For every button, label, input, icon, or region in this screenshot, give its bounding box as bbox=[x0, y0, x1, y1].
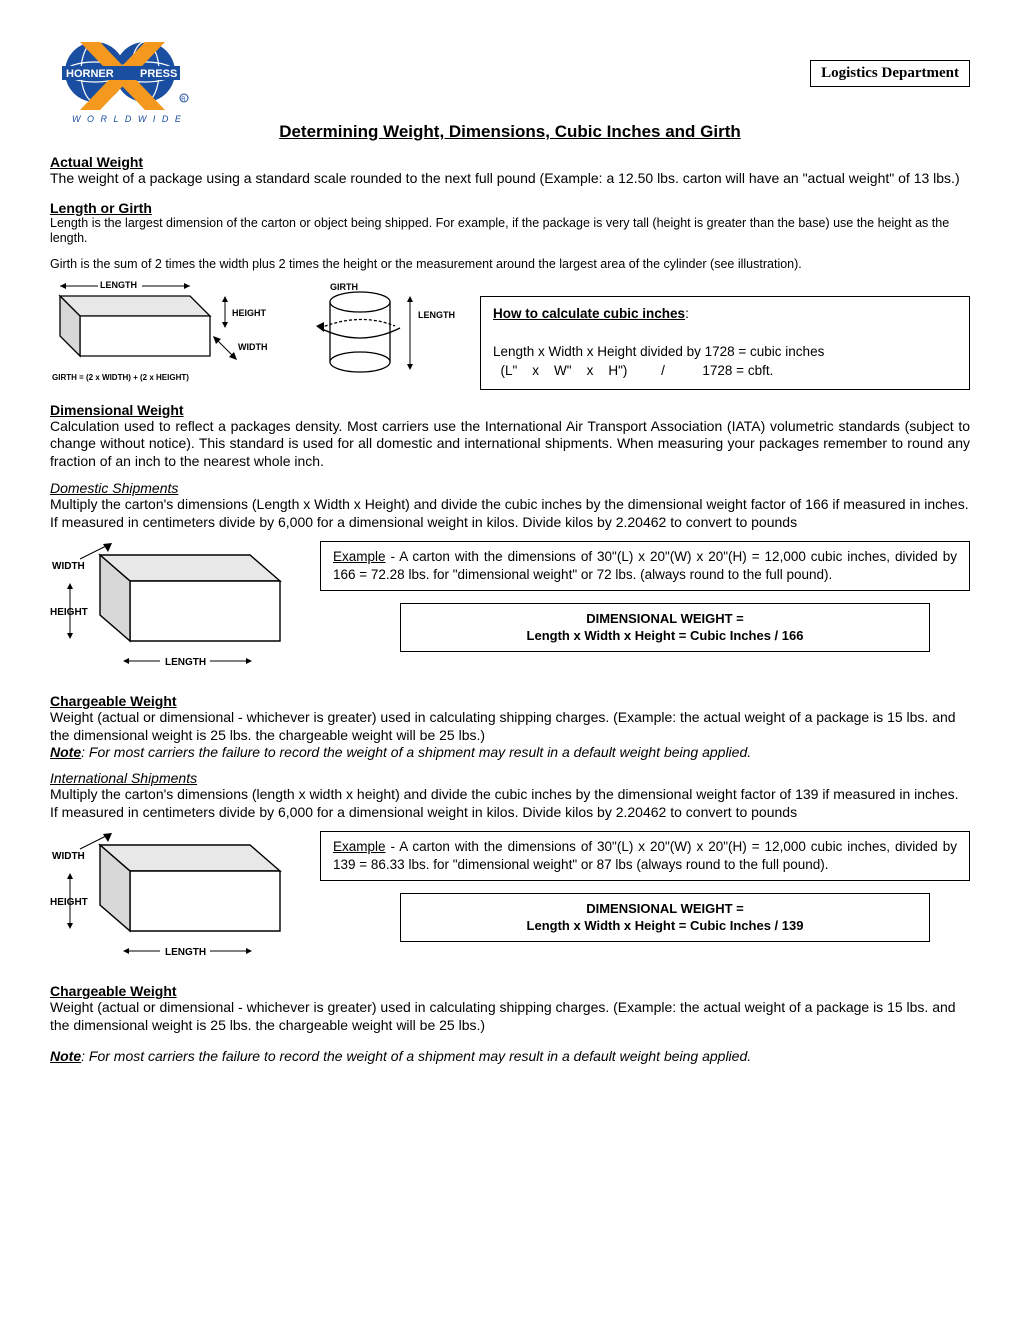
svg-text:LENGTH: LENGTH bbox=[100, 280, 137, 290]
note-2: Note: For most carriers the failure to r… bbox=[50, 1048, 970, 1064]
svg-text:WIDTH: WIDTH bbox=[52, 851, 85, 862]
text-actual-weight: The weight of a package using a standard… bbox=[50, 170, 970, 188]
cylinder-girth-diagram: GIRTH LENGTH bbox=[290, 278, 460, 388]
domestic-formula-l2: Length x Width x Height = Cubic Inches /… bbox=[527, 628, 804, 643]
text-length-girth-2: Girth is the sum of 2 times the width pl… bbox=[50, 257, 970, 273]
international-example-row: WIDTH HEIGHT LENGTH Example - A carton w… bbox=[50, 831, 970, 971]
text-international-2: If measured in centimeters divide by 6,0… bbox=[50, 804, 970, 822]
heading-chargeable-2: Chargeable Weight bbox=[50, 983, 970, 999]
svg-text:WIDTH: WIDTH bbox=[238, 342, 268, 352]
department-box: Logistics Department bbox=[810, 60, 970, 87]
svg-text:HEIGHT: HEIGHT bbox=[232, 308, 267, 318]
cubic-inches-line2: (L" x W" x H") / 1728 = cbft. bbox=[493, 363, 773, 378]
heading-actual-weight: Actual Weight bbox=[50, 154, 970, 170]
heading-length-girth: Length or Girth bbox=[50, 200, 970, 216]
international-example-text: - A carton with the dimensions of 30"(L)… bbox=[333, 839, 957, 872]
domestic-formula-box: DIMENSIONAL WEIGHT = Length x Width x He… bbox=[400, 603, 930, 652]
box-dim-diagram-1: WIDTH HEIGHT LENGTH bbox=[50, 541, 290, 681]
svg-text:LENGTH: LENGTH bbox=[165, 947, 206, 958]
domestic-formula-l1: DIMENSIONAL WEIGHT = bbox=[586, 611, 744, 626]
heading-domestic: Domestic Shipments bbox=[50, 480, 970, 496]
note-1: Note: For most carriers the failure to r… bbox=[50, 744, 970, 760]
svg-text:GIRTH: GIRTH bbox=[330, 282, 358, 292]
international-formula-l2: Length x Width x Height = Cubic Inches /… bbox=[527, 918, 804, 933]
text-international-1: Multiply the carton's dimensions (length… bbox=[50, 786, 970, 804]
header-row: HORNER PRESS R W O R L D W I D E Logisti… bbox=[50, 30, 970, 130]
heading-dim-weight: Dimensional Weight bbox=[50, 402, 970, 418]
domestic-example-box: Example - A carton with the dimensions o… bbox=[320, 541, 970, 590]
text-domestic-2: If measured in centimeters divide by 6,0… bbox=[50, 514, 970, 532]
domestic-example-row: WIDTH HEIGHT LENGTH Example - A carton w… bbox=[50, 541, 970, 681]
text-domestic-1: Multiply the carton's dimensions (Length… bbox=[50, 496, 970, 514]
heading-international: International Shipments bbox=[50, 770, 970, 786]
international-example-box: Example - A carton with the dimensions o… bbox=[320, 831, 970, 880]
text-chargeable-1: Weight (actual or dimensional - whicheve… bbox=[50, 709, 970, 744]
example-label-2: Example bbox=[333, 839, 386, 854]
domestic-example-text: - A carton with the dimensions of 30"(L)… bbox=[333, 549, 957, 582]
box-girth-diagram: LENGTH HEIGHT WIDTH GIRTH = (2 x WIDTH) … bbox=[50, 278, 270, 388]
international-formula-l1: DIMENSIONAL WEIGHT = bbox=[586, 901, 744, 916]
note-label-2: Note bbox=[50, 1048, 81, 1064]
svg-text:GIRTH = (2 x WIDTH) + (2: GIRTH = (2 x WIDTH) + (2 x HEIGHT) bbox=[52, 373, 189, 382]
text-length-girth-1: Length is the largest dimension of the c… bbox=[50, 216, 970, 247]
cubic-inches-heading: How to calculate cubic inches bbox=[493, 306, 685, 321]
logo-text-press: PRESS bbox=[140, 68, 177, 80]
note-text-1: : For most carriers the failure to recor… bbox=[81, 744, 751, 760]
logo-text-horner: HORNER bbox=[66, 68, 114, 80]
cubic-inches-box: How to calculate cubic inches: Length x … bbox=[480, 296, 970, 390]
box-dim-diagram-2: WIDTH HEIGHT LENGTH bbox=[50, 831, 290, 971]
note-label-1: Note bbox=[50, 744, 81, 760]
heading-chargeable-1: Chargeable Weight bbox=[50, 693, 970, 709]
svg-text:R: R bbox=[181, 97, 186, 103]
svg-text:HEIGHT: HEIGHT bbox=[50, 897, 88, 908]
illustration-row: LENGTH HEIGHT WIDTH GIRTH = (2 x WIDTH) … bbox=[50, 278, 970, 390]
example-label: Example bbox=[333, 549, 386, 564]
svg-text:LENGTH: LENGTH bbox=[418, 310, 455, 320]
svg-text:WIDTH: WIDTH bbox=[52, 561, 85, 572]
logo: HORNER PRESS R W O R L D W I D E bbox=[50, 30, 200, 130]
cubic-inches-line1: Length x Width x Height divided by 1728 … bbox=[493, 344, 824, 359]
text-chargeable-2: Weight (actual or dimensional - whicheve… bbox=[50, 999, 970, 1034]
page: HORNER PRESS R W O R L D W I D E Logisti… bbox=[0, 0, 1020, 1104]
svg-text:HEIGHT: HEIGHT bbox=[50, 607, 88, 618]
logo-sub: W O R L D W I D E bbox=[72, 114, 183, 124]
international-formula-box: DIMENSIONAL WEIGHT = Length x Width x He… bbox=[400, 893, 930, 942]
note-text-2: : For most carriers the failure to recor… bbox=[81, 1048, 751, 1064]
text-dim-weight: Calculation used to reflect a packages d… bbox=[50, 418, 970, 471]
svg-text:LENGTH: LENGTH bbox=[165, 657, 206, 668]
